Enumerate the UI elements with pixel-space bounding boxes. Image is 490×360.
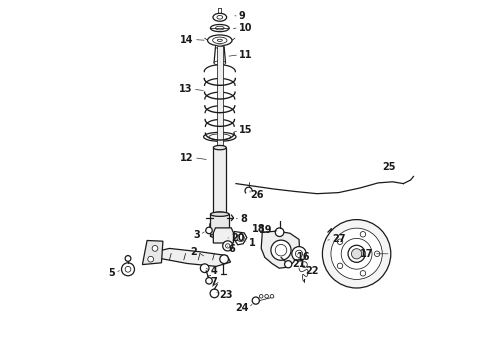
Circle shape	[275, 228, 284, 237]
Text: 16: 16	[297, 252, 311, 262]
Circle shape	[275, 244, 287, 256]
Text: 21: 21	[292, 258, 305, 269]
Ellipse shape	[213, 37, 227, 44]
Ellipse shape	[215, 149, 225, 153]
Polygon shape	[213, 148, 226, 214]
Circle shape	[225, 244, 230, 248]
Text: 14: 14	[180, 35, 194, 45]
Text: 4: 4	[210, 266, 217, 276]
Circle shape	[206, 278, 212, 284]
Circle shape	[292, 247, 306, 261]
Ellipse shape	[208, 35, 232, 46]
Circle shape	[220, 255, 228, 264]
Text: 1: 1	[248, 238, 255, 248]
Circle shape	[341, 238, 372, 269]
Polygon shape	[234, 231, 247, 245]
Circle shape	[285, 261, 292, 268]
Text: 8: 8	[240, 214, 247, 224]
Ellipse shape	[210, 24, 229, 32]
Circle shape	[331, 228, 382, 279]
Ellipse shape	[216, 26, 224, 30]
Ellipse shape	[209, 134, 231, 140]
Text: 23: 23	[219, 290, 233, 300]
Polygon shape	[214, 47, 225, 63]
Polygon shape	[213, 228, 233, 243]
Circle shape	[295, 250, 303, 257]
Circle shape	[265, 294, 269, 298]
Text: 11: 11	[239, 50, 253, 60]
Text: 3: 3	[193, 230, 200, 240]
Text: 20: 20	[231, 233, 245, 243]
Ellipse shape	[213, 145, 226, 150]
Circle shape	[271, 240, 291, 260]
Circle shape	[374, 251, 380, 257]
Text: 6: 6	[228, 244, 235, 254]
Circle shape	[252, 297, 259, 304]
Circle shape	[222, 241, 233, 251]
Circle shape	[259, 294, 263, 298]
Ellipse shape	[213, 212, 226, 216]
Text: 12: 12	[180, 153, 194, 163]
Circle shape	[337, 239, 343, 244]
Circle shape	[301, 262, 307, 267]
Text: 7: 7	[211, 277, 218, 287]
Text: 19: 19	[259, 225, 272, 235]
Ellipse shape	[215, 156, 225, 159]
Circle shape	[237, 234, 245, 242]
Circle shape	[206, 227, 212, 234]
Circle shape	[152, 246, 158, 251]
Ellipse shape	[217, 15, 222, 19]
Text: 2: 2	[191, 247, 197, 257]
Text: 27: 27	[332, 234, 345, 244]
Ellipse shape	[214, 61, 225, 65]
Text: 17: 17	[360, 249, 374, 259]
Text: 24: 24	[235, 303, 248, 313]
Circle shape	[322, 220, 391, 288]
Ellipse shape	[217, 39, 222, 41]
Circle shape	[125, 266, 131, 272]
Circle shape	[148, 256, 153, 262]
Ellipse shape	[215, 162, 225, 166]
Polygon shape	[151, 248, 231, 266]
Ellipse shape	[210, 234, 229, 238]
Circle shape	[122, 263, 134, 276]
Polygon shape	[261, 231, 300, 268]
Polygon shape	[217, 46, 222, 146]
Text: 5: 5	[109, 268, 116, 278]
Text: 25: 25	[383, 162, 396, 172]
Text: 26: 26	[250, 190, 264, 200]
Polygon shape	[143, 240, 163, 265]
Text: 10: 10	[239, 23, 252, 33]
Text: 18: 18	[252, 224, 266, 234]
Circle shape	[270, 294, 274, 298]
Text: 13: 13	[179, 84, 193, 94]
Circle shape	[200, 264, 209, 273]
Ellipse shape	[210, 212, 229, 216]
Ellipse shape	[213, 13, 227, 21]
Circle shape	[348, 245, 365, 262]
Polygon shape	[210, 214, 229, 236]
Circle shape	[337, 263, 343, 269]
Ellipse shape	[216, 45, 224, 49]
Text: 9: 9	[239, 11, 245, 21]
Circle shape	[210, 289, 219, 298]
Text: 15: 15	[239, 125, 253, 135]
Circle shape	[360, 271, 366, 276]
Circle shape	[360, 231, 366, 237]
Circle shape	[351, 249, 362, 259]
Text: 22: 22	[305, 266, 319, 276]
Ellipse shape	[204, 132, 236, 141]
Circle shape	[125, 256, 131, 261]
